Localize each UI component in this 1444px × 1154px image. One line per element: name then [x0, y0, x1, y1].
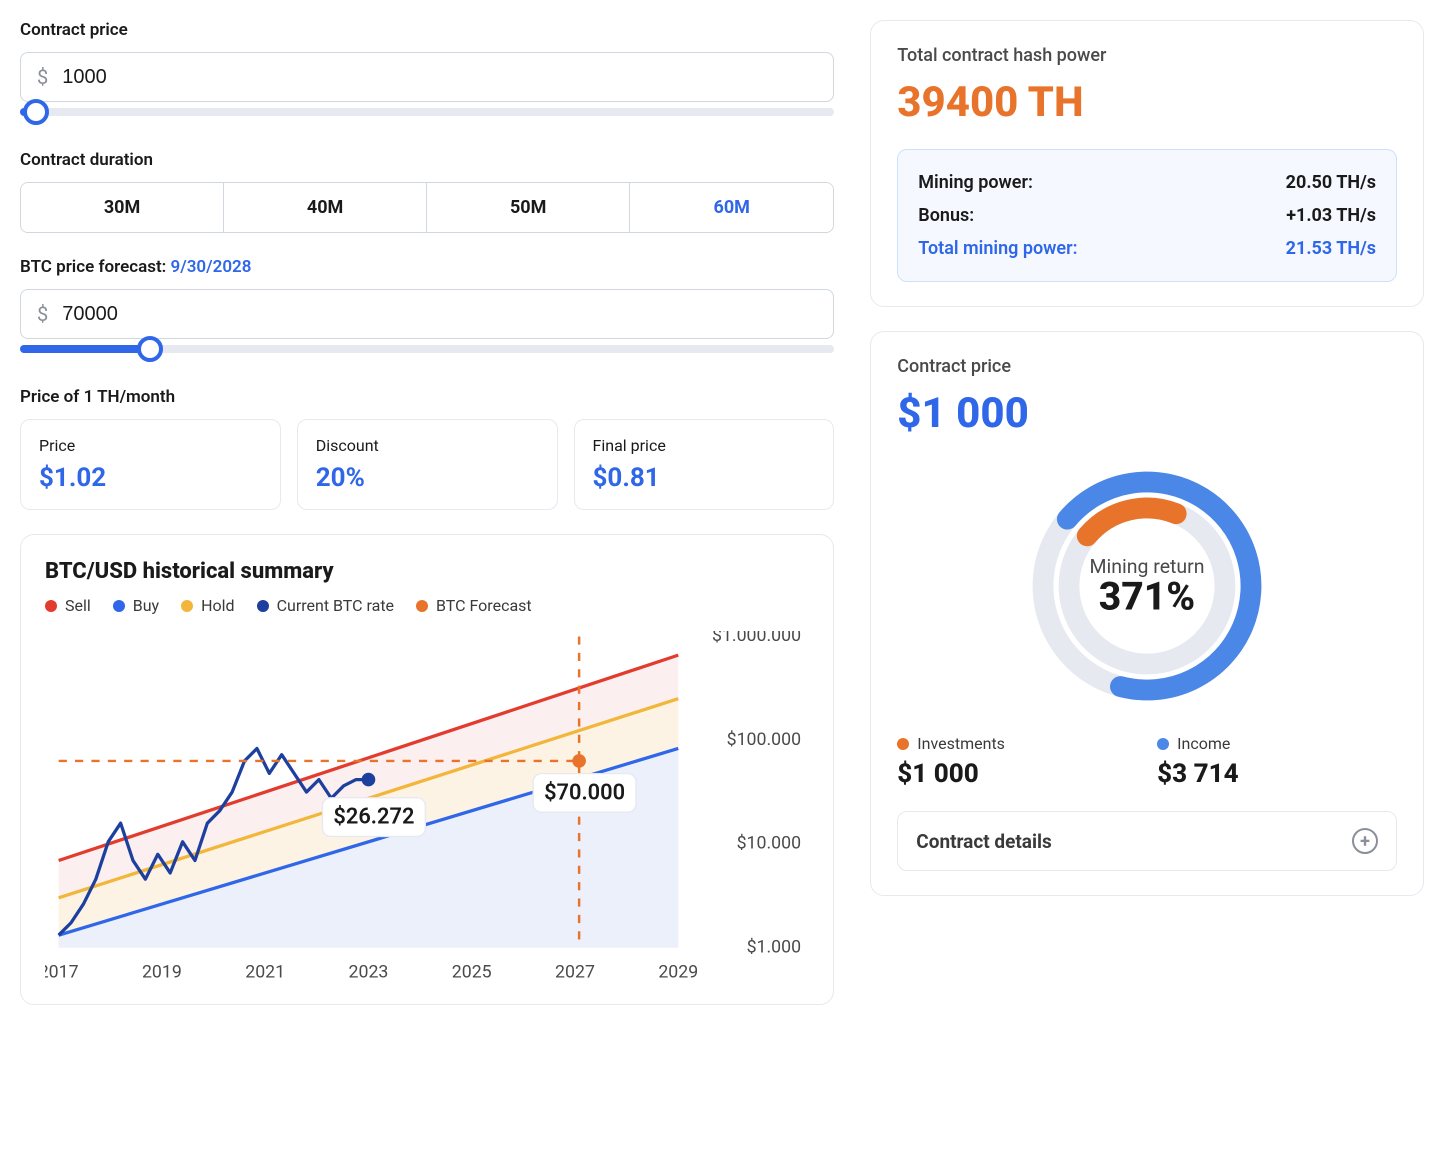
duration-option-30m[interactable]: 30M	[21, 183, 224, 232]
duration-segmented: 30M40M50M60M	[20, 182, 834, 233]
contract-details-button[interactable]: Contract details +	[897, 811, 1397, 871]
forecast-label: BTC price forecast: 9/30/2028	[20, 257, 834, 277]
stats-row: Mining power:20.50 TH/s	[918, 166, 1376, 199]
investment-breakdown: Investments$1 000 Income$3 714	[897, 734, 1397, 789]
chart-legend: Sell Buy Hold Current BTC rate BTC Forecast	[45, 596, 809, 615]
forecast-date: 9/30/2028	[171, 257, 252, 277]
legend-item: Buy	[113, 596, 159, 615]
hash-power-panel: Total contract hash power 39400 TH Minin…	[870, 20, 1424, 307]
svg-text:$10.000: $10.000	[737, 833, 801, 854]
contract-price-label: Contract price	[20, 20, 834, 40]
legend-dot-icon	[416, 600, 428, 612]
legend-dot-icon	[257, 600, 269, 612]
svg-text:2025: 2025	[452, 963, 492, 983]
currency-prefix: $	[37, 302, 48, 326]
hash-power-heading: Total contract hash power	[897, 45, 1397, 66]
contract-duration-section: Contract duration 30M40M50M60M	[20, 150, 834, 233]
svg-text:371%: 371%	[1099, 573, 1195, 619]
legend-dot-icon	[181, 600, 193, 612]
price-card-value: $1.02	[39, 463, 262, 493]
legend-dot-icon	[45, 600, 57, 612]
svg-text:2019: 2019	[142, 963, 182, 983]
price-card-label: Final price	[593, 436, 816, 455]
forecast-slider[interactable]	[20, 335, 834, 363]
slider-thumb[interactable]	[23, 99, 49, 125]
svg-text:$1.000: $1.000	[747, 936, 802, 957]
svg-text:2029: 2029	[658, 963, 698, 983]
breakdown-value: $3 714	[1157, 759, 1397, 789]
svg-text:2017: 2017	[45, 963, 79, 983]
price-per-th-section: Price of 1 TH/month Price $1.02 Discount 20…	[20, 387, 834, 510]
svg-text:2021: 2021	[245, 963, 285, 983]
chart-card: BTC/USD historical summary Sell Buy Hold Cu…	[20, 534, 834, 1005]
stats-row: Total mining power:21.53 TH/s	[918, 232, 1376, 265]
contract-summary-value: $1 000	[897, 389, 1397, 438]
forecast-input-box[interactable]: $	[20, 289, 834, 339]
svg-text:$26.272: $26.272	[333, 805, 414, 830]
price-cards-row: Price $1.02 Discount 20% Final price $0.81	[20, 419, 834, 510]
mining-return-ring: Mining return371%	[897, 456, 1397, 716]
contract-summary-heading: Contract price	[897, 356, 1397, 377]
duration-option-40m[interactable]: 40M	[224, 183, 427, 232]
hash-power-value: 39400 TH	[897, 78, 1397, 127]
contract-price-section: Contract price $	[20, 20, 834, 126]
breakdown-dot-icon	[897, 738, 909, 750]
legend-item: Hold	[181, 596, 234, 615]
contract-price-input[interactable]	[62, 66, 817, 89]
svg-text:$70.000: $70.000	[544, 780, 625, 805]
btc-chart: $26.272 $70.000 $1.000 $10.000 $100.000 $1.00…	[45, 631, 809, 986]
breakdown-item: Income$3 714	[1157, 734, 1397, 789]
svg-text:2027: 2027	[555, 963, 595, 983]
mining-stats-box: Mining power:20.50 TH/sBonus:+1.03 TH/sT…	[897, 149, 1397, 282]
plus-icon: +	[1352, 828, 1378, 854]
price-card-value: 20%	[316, 463, 539, 493]
contract-price-input-box[interactable]: $	[20, 52, 834, 102]
breakdown-dot-icon	[1157, 738, 1169, 750]
stats-row: Bonus:+1.03 TH/s	[918, 199, 1376, 232]
price-per-th-heading: Price of 1 TH/month	[20, 387, 834, 407]
contract-duration-label: Contract duration	[20, 150, 834, 170]
currency-prefix: $	[37, 65, 48, 89]
price-card-label: Price	[39, 436, 262, 455]
contract-price-slider[interactable]	[20, 98, 834, 126]
legend-item: BTC Forecast	[416, 596, 532, 615]
duration-option-60m[interactable]: 60M	[630, 183, 833, 232]
contract-details-label: Contract details	[916, 830, 1051, 853]
duration-option-50m[interactable]: 50M	[427, 183, 630, 232]
price-card: Discount 20%	[297, 419, 558, 510]
price-card-label: Discount	[316, 436, 539, 455]
breakdown-value: $1 000	[897, 759, 1137, 789]
slider-thumb[interactable]	[137, 336, 163, 362]
svg-text:2023: 2023	[349, 963, 389, 983]
chart-title: BTC/USD historical summary	[45, 559, 809, 584]
price-card: Price $1.02	[20, 419, 281, 510]
price-card-value: $0.81	[593, 463, 816, 493]
legend-item: Sell	[45, 596, 91, 615]
legend-dot-icon	[113, 600, 125, 612]
svg-text:$100.000: $100.000	[727, 729, 801, 750]
breakdown-item: Investments$1 000	[897, 734, 1137, 789]
svg-text:$1.000.000: $1.000.000	[712, 631, 801, 646]
forecast-section: BTC price forecast: 9/30/2028 $	[20, 257, 834, 363]
legend-item: Current BTC rate	[257, 596, 394, 615]
price-card: Final price $0.81	[574, 419, 835, 510]
contract-summary-panel: Contract price $1 000 Mining return371% …	[870, 331, 1424, 896]
forecast-input[interactable]	[62, 303, 817, 326]
